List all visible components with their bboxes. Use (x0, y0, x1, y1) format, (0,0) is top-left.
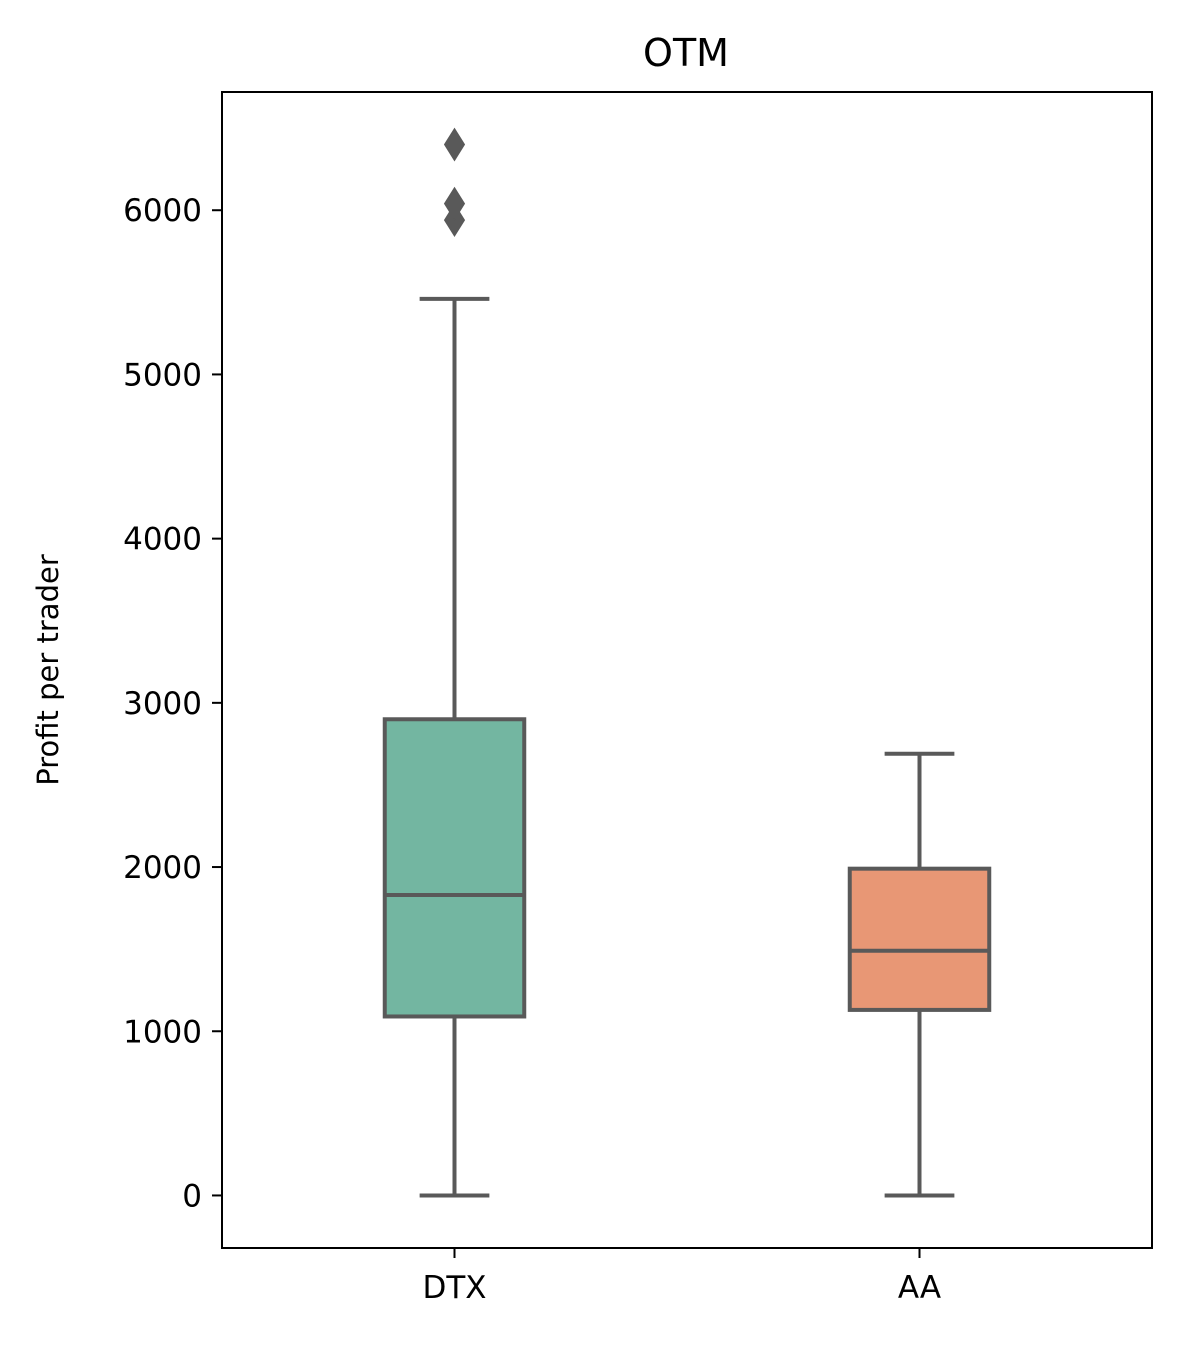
y-axis-title: Profit per trader (31, 554, 65, 786)
y-tick-label: 4000 (123, 522, 202, 558)
y-tick-label: 1000 (123, 1014, 202, 1050)
box-dtx (382, 717, 527, 1019)
x-tick-label: AA (898, 1270, 941, 1306)
chart-title: OTM (643, 31, 729, 75)
y-tick-label: 2000 (123, 850, 202, 886)
box-aa (847, 866, 992, 1012)
y-tick-label: 6000 (123, 193, 202, 229)
y-tick-label: 3000 (123, 686, 202, 722)
y-tick-label: 5000 (123, 357, 202, 393)
y-tick-label: 0 (182, 1178, 202, 1214)
x-tick-label: DTX (422, 1270, 486, 1306)
plot-frame (221, 91, 1153, 1249)
outlier-point-dtx (443, 186, 466, 221)
plot-area: 0 1000 2000 3000 4000 5000 6000 DTX AA (123, 127, 992, 1306)
outlier-point-dtx (443, 127, 466, 162)
